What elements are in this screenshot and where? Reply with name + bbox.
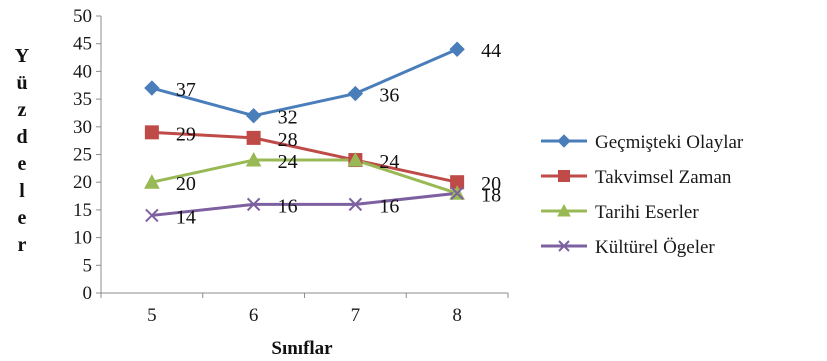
- data-point-marker: [348, 197, 363, 212]
- data-label: 20: [481, 173, 501, 195]
- data-label: 36: [379, 85, 399, 107]
- y-axis: 0 5 10 15 20 25 30 35 40 45 50: [73, 6, 102, 304]
- data-point-marker: [347, 151, 364, 167]
- series-line: [151, 191, 458, 217]
- legend-marker: [557, 134, 571, 148]
- legend-marker: [557, 203, 571, 217]
- data-point-marker: [450, 186, 464, 200]
- data-point-marker: [144, 80, 160, 96]
- data-label: 28: [278, 129, 298, 151]
- legend: Geçmişteki Olaylar Takvimsel Zaman Tarihi …: [541, 132, 744, 258]
- data-label: 16: [379, 195, 399, 217]
- x-tick-label: 6: [249, 305, 259, 326]
- y-tick-label: 30: [73, 117, 92, 138]
- data-label: 44: [481, 40, 501, 62]
- legend-label: Tarihi Eserler: [595, 202, 699, 223]
- data-label: 14: [176, 206, 196, 228]
- legend-item: Geçmişteki Olaylar: [541, 132, 744, 153]
- x-axis: 5 6 7 8: [100, 292, 509, 326]
- data-label: 24: [379, 151, 399, 173]
- data-label: 18: [481, 184, 501, 206]
- x-axis-label: Sınıflar: [271, 338, 333, 359]
- legend-label: Geçmişteki Olaylar: [595, 132, 744, 153]
- data-label: 20: [176, 173, 196, 195]
- x-tick-label: 8: [452, 305, 462, 326]
- data-label: 37: [176, 79, 196, 101]
- data-point-marker: [245, 108, 262, 124]
- y-tick-label: 20: [73, 172, 92, 193]
- y-tick-label: 25: [73, 145, 92, 166]
- data-point-marker: [347, 85, 364, 102]
- data-point-marker: [246, 197, 261, 212]
- y-tick-label: 35: [73, 89, 92, 110]
- legend-item: Kültürel Ögeler: [541, 237, 715, 258]
- data-label: 29: [176, 123, 196, 145]
- y-axis-label-letter: r: [18, 234, 27, 256]
- y-tick-label: 50: [73, 6, 92, 27]
- y-tick-label: 45: [73, 34, 92, 55]
- data-point-marker: [144, 174, 160, 189]
- legend-item: Tarihi Eserler: [541, 202, 699, 223]
- data-point-marker: [145, 208, 159, 223]
- y-tick-label: 40: [73, 61, 92, 82]
- legend-label: Kültürel Ögeler: [595, 237, 715, 258]
- y-axis-label-letter: d: [16, 126, 27, 148]
- data-point-marker: [449, 41, 465, 57]
- data-label: 16: [278, 195, 298, 217]
- data-label: 24: [278, 151, 298, 173]
- y-axis-label-letter: l: [19, 180, 25, 202]
- data-point-marker: [246, 130, 261, 145]
- x-tick-label: 7: [351, 305, 361, 326]
- y-tick-label: 10: [73, 228, 92, 249]
- series-lines: [151, 47, 458, 217]
- data-point-marker: [144, 125, 159, 140]
- series-markers: [144, 41, 465, 223]
- y-tick-label: 15: [73, 200, 92, 221]
- series-line: [151, 47, 458, 118]
- y-axis-label-letter: e: [18, 207, 27, 229]
- legend-item: Takvimsel Zaman: [541, 167, 732, 188]
- legend-label: Takvimsel Zaman: [595, 167, 732, 188]
- data-point-marker: [245, 151, 262, 167]
- y-axis-label-letter: e: [18, 153, 27, 175]
- legend-marker: [558, 240, 570, 252]
- x-tick-label: 5: [147, 305, 157, 326]
- series-line: [151, 158, 458, 195]
- y-axis-label-letter: Y: [15, 45, 30, 67]
- legend-marker: [558, 170, 570, 182]
- y-tick-label: 5: [83, 255, 93, 276]
- y-axis-label-letter: z: [18, 99, 27, 121]
- data-label: 32: [278, 107, 298, 129]
- y-tick-label: 0: [83, 283, 93, 304]
- series-line: [151, 130, 458, 184]
- y-axis-label-letter: ü: [16, 72, 27, 94]
